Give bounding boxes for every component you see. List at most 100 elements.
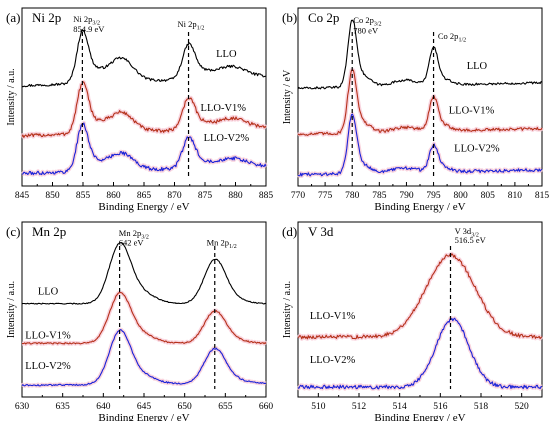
panel-a-xtick-label: 880 bbox=[228, 191, 243, 201]
panel-c-series-label: LLO-V2% bbox=[25, 361, 71, 372]
panel-d-xtick-label: 518 bbox=[474, 402, 489, 412]
panel-d-xtick-label: 514 bbox=[393, 402, 408, 412]
panel-b-xtick-label: 800 bbox=[454, 191, 469, 201]
panel-d-xtick-label: 510 bbox=[311, 402, 326, 412]
panel-c-series-llo-v1- bbox=[22, 291, 267, 345]
panel-a-xtick-label: 860 bbox=[106, 191, 121, 201]
panel-b-annotation-text: 780 eV bbox=[353, 25, 379, 35]
panel-b-series-llo bbox=[297, 19, 543, 90]
panel-b-annotation-text: Co 2p bbox=[438, 31, 459, 41]
panel-c-ylabel: Intensity / a.u. bbox=[6, 281, 17, 338]
panel-a: 845 850 855 860 865 870 875 880 885 Binding Energ… bbox=[6, 7, 274, 213]
panel-b-annotation-sub: 3/2 bbox=[374, 21, 382, 27]
panel-c-series-label: LLO bbox=[38, 286, 59, 297]
panel-c-annotation: 642 eV bbox=[119, 237, 145, 247]
panel-b-series-llo-v2- bbox=[297, 113, 543, 177]
panel-c-title: Mn 2p bbox=[32, 224, 66, 239]
panel-c-annotation-sub: 3/2 bbox=[141, 235, 149, 241]
panel-a-title: Ni 2p bbox=[32, 10, 61, 25]
panel-b-xtick-label: 810 bbox=[508, 191, 523, 201]
panel-c-label: (c) bbox=[6, 224, 20, 239]
panel-b-ylabel: Intensity / eV bbox=[282, 69, 293, 124]
panel-a-ylabel: Intensity / a.u. bbox=[6, 68, 17, 125]
panel-b-annotation: Co 2p3/2 bbox=[353, 15, 381, 28]
panel-d-ylabel: Intensity / a.u. bbox=[282, 281, 293, 338]
panel-a-xtick-label: 865 bbox=[137, 191, 152, 201]
panel-a-series-llo-v1- bbox=[21, 81, 267, 138]
panel-d: 510 512 514 516 518 520 Binding Energy / eV Int… bbox=[282, 221, 544, 421]
panel-b-annotation-sub: 1/2 bbox=[458, 38, 466, 44]
panel-d-xtick-label: 520 bbox=[515, 402, 530, 412]
panel-c-xtick-label: 660 bbox=[259, 402, 274, 412]
panel-c-xtick-label: 630 bbox=[15, 402, 30, 412]
panel-b-series-llo-v1- bbox=[297, 69, 543, 136]
panel-d-series-llo-v1- bbox=[297, 253, 543, 340]
panel-b-series-halo bbox=[296, 68, 544, 138]
panel-b-xtick-label: 775 bbox=[318, 191, 333, 201]
panel-a-series-label: LLO-V2% bbox=[204, 133, 250, 144]
panel-b-title: Co 2p bbox=[308, 10, 339, 25]
panel-a-annotation: 854.9 eV bbox=[73, 24, 105, 34]
panel-d-xtick-label: 516 bbox=[433, 402, 448, 412]
panel-b-xtick-label: 805 bbox=[481, 191, 496, 201]
panel-a-annotation-text: Ni 2p bbox=[73, 14, 92, 24]
panel-b-annotation: 780 eV bbox=[353, 25, 379, 35]
panel-a-xtick-label: 885 bbox=[259, 191, 274, 201]
panel-d-series-halo bbox=[296, 251, 544, 341]
panel-b-xtick-label: 790 bbox=[399, 191, 414, 201]
panel-d-series-label: LLO-V1% bbox=[310, 311, 356, 322]
panel-d-series-label: LLO-V2% bbox=[310, 355, 356, 366]
panel-b-series-label: LLO bbox=[467, 61, 488, 72]
panel-d-xtick-label: 512 bbox=[352, 402, 367, 412]
panel-b-frame bbox=[297, 7, 543, 187]
panel-b-series-halo bbox=[296, 112, 544, 178]
panel-d-annotation-sub: 3/2 bbox=[471, 233, 479, 239]
panel-a-annotation-sub: 1/2 bbox=[197, 25, 205, 31]
panel-c-xtick-label: 650 bbox=[178, 402, 193, 412]
panel-b-xtick-label: 780 bbox=[345, 191, 360, 201]
panel-b-xtick-label: 795 bbox=[426, 191, 441, 201]
panel-a-xtick-label: 850 bbox=[45, 191, 60, 201]
panel-c-xtick-label: 655 bbox=[218, 402, 233, 412]
panel-b-series-label: LLO-V1% bbox=[449, 106, 495, 117]
panel-a-series-label: LLO-V1% bbox=[201, 103, 247, 114]
panel-b-xtick-label: 785 bbox=[372, 191, 387, 201]
panel-c-xtick-label: 635 bbox=[56, 402, 71, 412]
panel-b: 770 775 780 785 790 795 800 805 810 815 Binding En… bbox=[282, 7, 550, 213]
panel-d-frame bbox=[297, 221, 543, 398]
panel-d-annotation-text: 516.5 eV bbox=[455, 235, 487, 245]
panel-d-xlabel: Binding Energy / eV bbox=[374, 412, 465, 421]
panel-c: 630 635 640 645 650 655 660 Binding Energy / eV… bbox=[6, 221, 274, 421]
panel-c-annotation-text: 642 eV bbox=[119, 237, 145, 247]
panel-a-xtick-label: 855 bbox=[76, 191, 91, 201]
panel-a-label: (a) bbox=[6, 10, 20, 25]
panel-c-xlabel: Binding Energy / eV bbox=[98, 412, 189, 421]
panel-d-series-llo-v2- bbox=[297, 317, 543, 390]
panel-b-series-label: LLO-V2% bbox=[454, 144, 500, 155]
panel-c-series-llo bbox=[21, 242, 267, 305]
panel-a-annotation: Ni 2p3/2 bbox=[73, 14, 100, 27]
panel-b-label: (b) bbox=[282, 10, 297, 25]
panel-b-xlabel: Binding Energy / eV bbox=[374, 201, 465, 213]
panel-c-annotation: Mn 2p1/2 bbox=[207, 237, 237, 250]
panel-a-xlabel: Binding Energy / eV bbox=[98, 201, 189, 213]
panel-c-annotation: Mn 2p3/2 bbox=[119, 228, 149, 241]
panel-d-annotation: 516.5 eV bbox=[455, 235, 487, 245]
panel-a-annotation-text: Ni 2p bbox=[178, 19, 197, 29]
panel-d-label: (d) bbox=[282, 224, 297, 239]
panel-c-annotation-sub: 1/2 bbox=[229, 244, 237, 250]
panel-c-xtick-label: 645 bbox=[137, 402, 152, 412]
panel-d-annotation: V 3d3/2 bbox=[455, 226, 479, 239]
panel-a-series-llo bbox=[21, 29, 266, 88]
panel-c-series-llo-v2- bbox=[21, 329, 267, 387]
panel-a-annotation: Ni 2p1/2 bbox=[178, 19, 205, 32]
panel-d-title: V 3d bbox=[308, 224, 334, 239]
panel-a-xtick-label: 845 bbox=[15, 191, 30, 201]
panel-a-xtick-label: 870 bbox=[167, 191, 182, 201]
panel-a-series-label: LLO bbox=[216, 49, 237, 60]
panel-b-xtick-label: 815 bbox=[535, 191, 550, 201]
panel-d-annotation-text: V 3d bbox=[455, 226, 472, 236]
panel-c-xtick-label: 640 bbox=[96, 402, 111, 412]
panel-a-xtick-label: 875 bbox=[198, 191, 213, 201]
